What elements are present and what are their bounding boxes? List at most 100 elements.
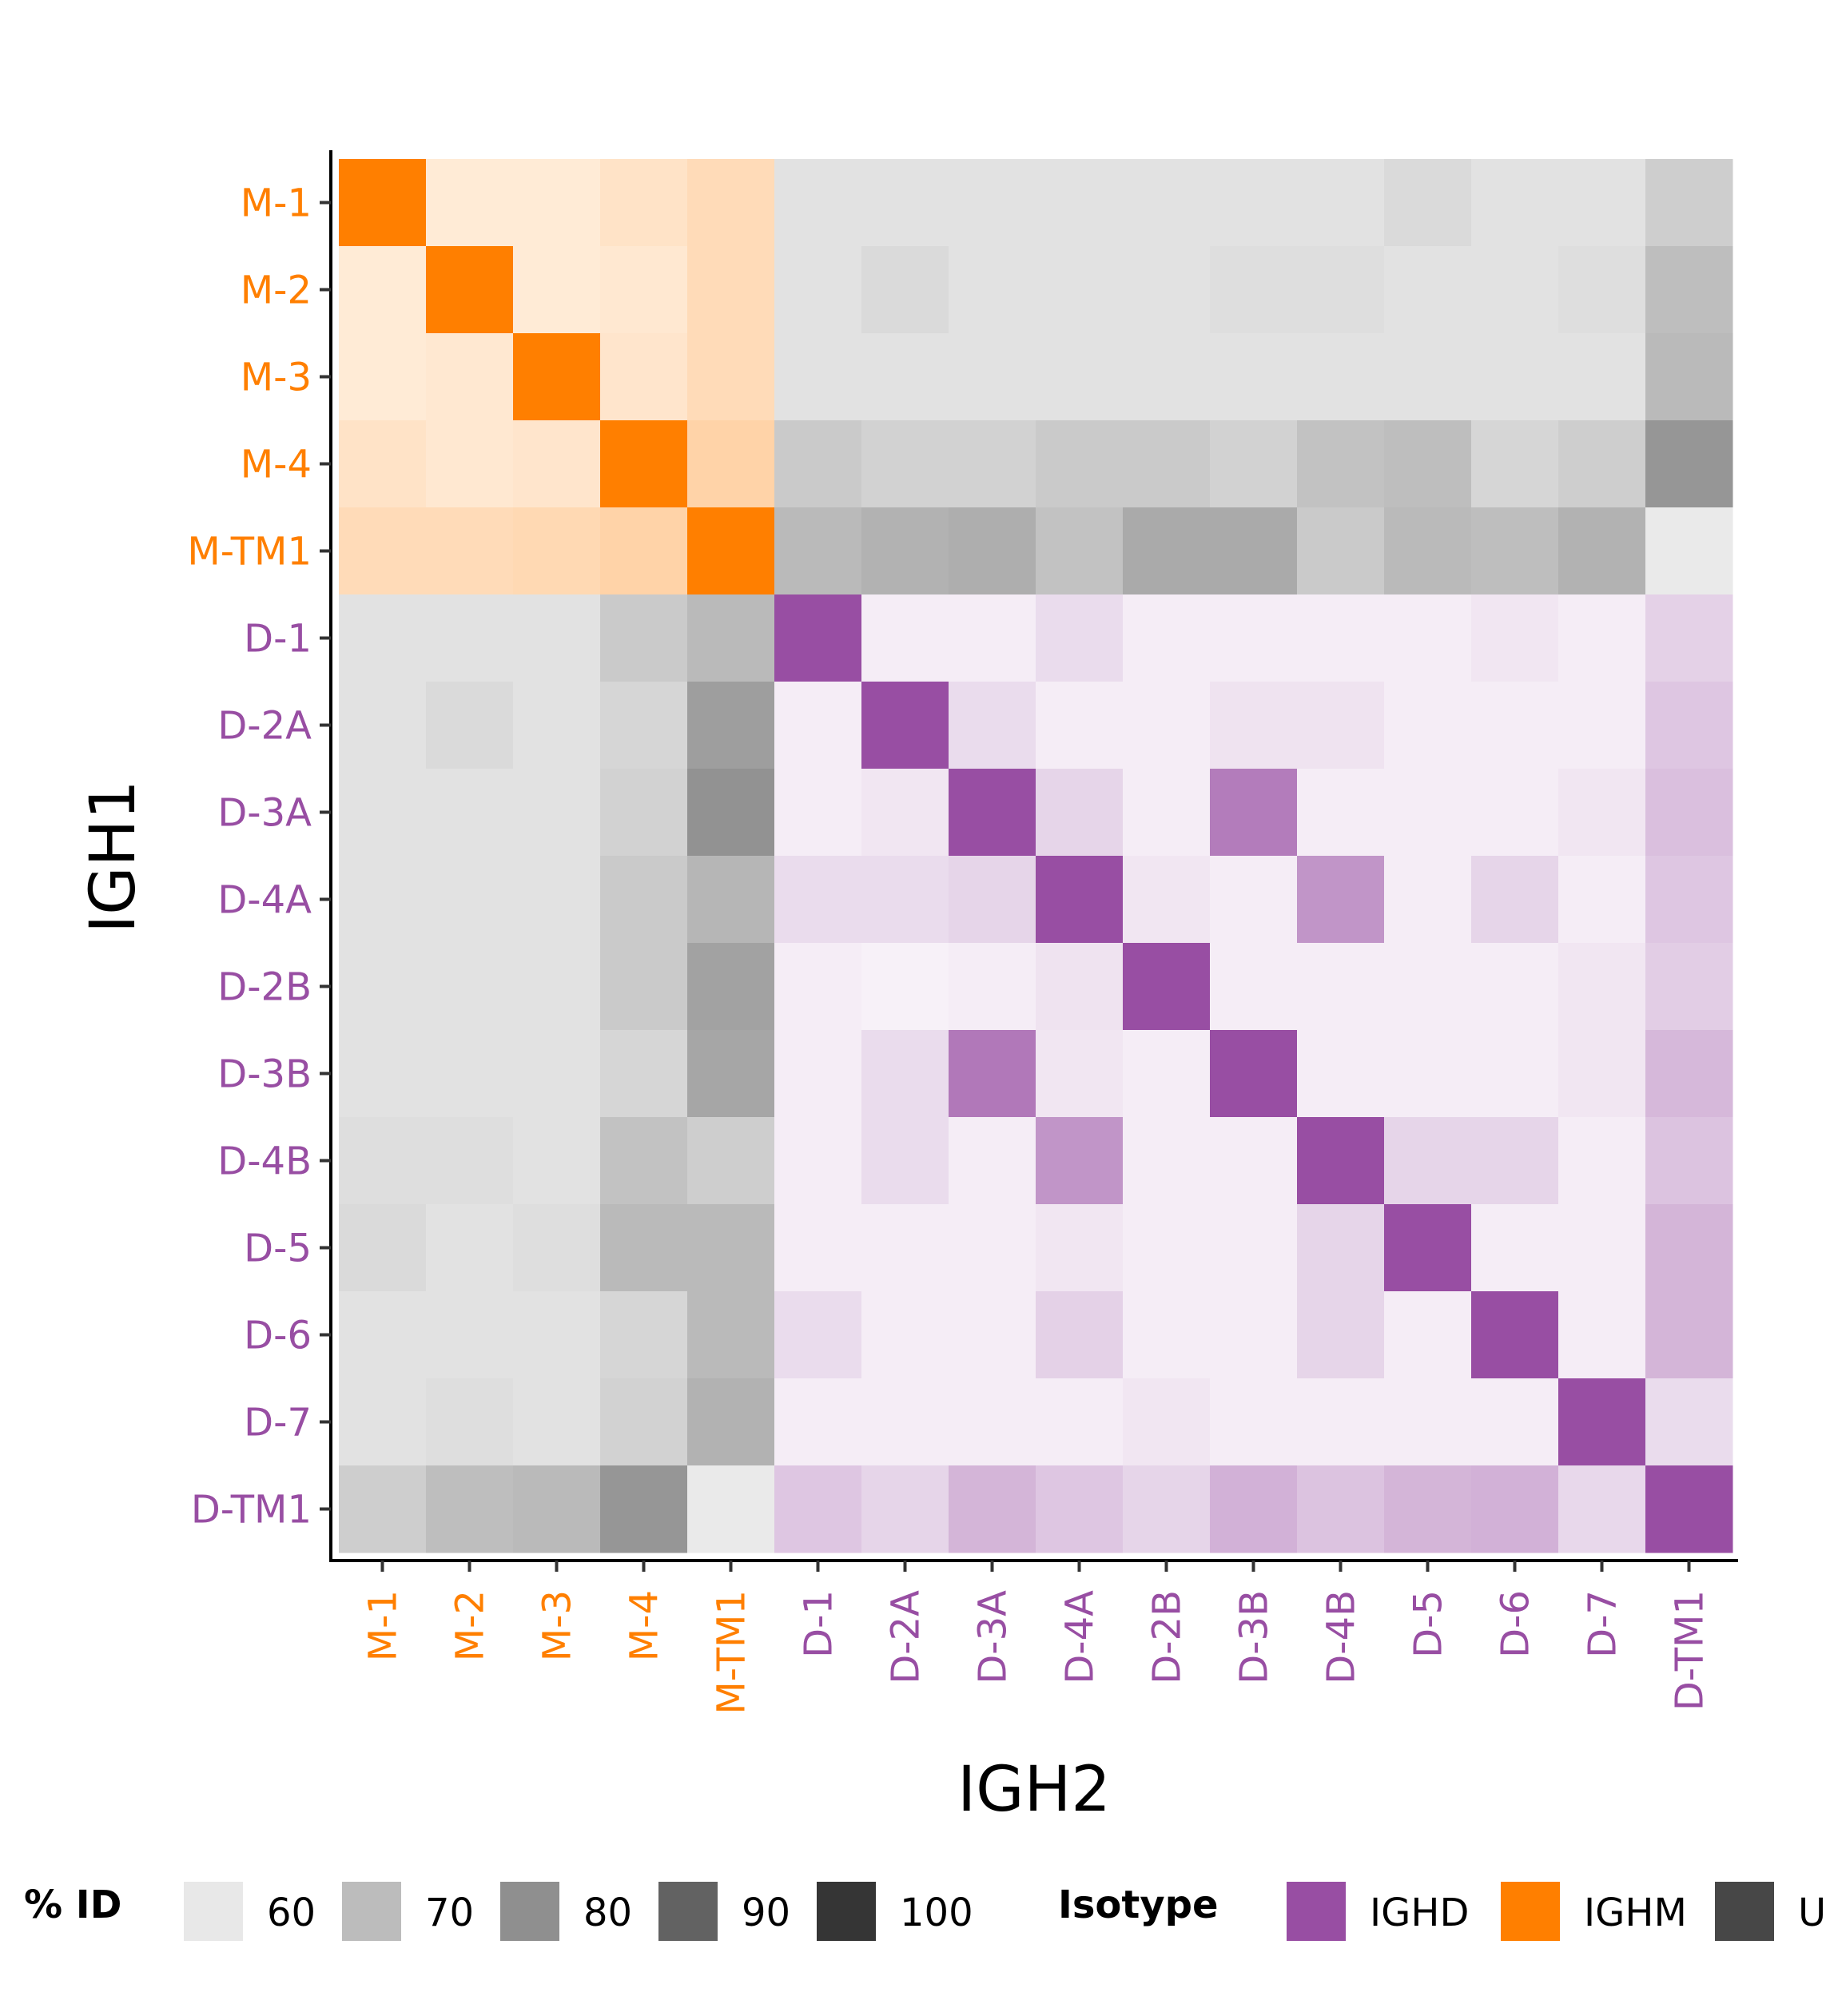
heatmap-cell-M-1-D-6: [1471, 159, 1559, 247]
heatmap-cell-D-1-D-TM1: [1645, 594, 1733, 682]
heatmap-cell-D-2A-D-3B: [1210, 682, 1298, 769]
heatmap-cell-D-3B-D-3B: [1210, 1030, 1298, 1118]
heatmap-cell-D-3A-D-1: [774, 769, 862, 857]
x-tick-label: D-7: [1581, 1590, 1625, 1658]
x-tick-label: D-6: [1494, 1590, 1538, 1658]
heatmap-cell-D-TM1-D-3B: [1210, 1465, 1298, 1553]
heatmap-cell-M-2-D-1: [774, 246, 862, 334]
heatmap-cell-D-2A-D-7: [1558, 682, 1646, 769]
heatmap-cell-D-5-M-3: [513, 1204, 601, 1292]
heatmap-cell-M-3-D-1: [774, 333, 862, 421]
heatmap-cell-M-3-D-4B: [1297, 333, 1385, 421]
heatmap-cell-D-3A-M-2: [426, 769, 514, 857]
heatmap-cell-D-3A-M-1: [339, 769, 427, 857]
heatmap-cell-D-2A-M-TM1: [687, 682, 775, 769]
heatmap-cell-D-2A-D-4B: [1297, 682, 1385, 769]
heatmap-cell-D-6-D-4A: [1036, 1291, 1124, 1379]
heatmap-cell-D-4A-D-2B: [1123, 856, 1211, 944]
heatmap-cell-D-2B-D-3A: [949, 943, 1036, 1031]
heatmap-cell-M-TM1-D-2A: [861, 507, 949, 595]
heatmap-cell-D-3A-M-TM1: [687, 769, 775, 857]
heatmap-cell-M-4-M-3: [513, 420, 601, 508]
heatmap-cell-D-2B-M-3: [513, 943, 601, 1031]
heatmap-cell-D-4B-D-4A: [1036, 1117, 1124, 1205]
heatmap-cell-M-2-M-TM1: [687, 246, 775, 334]
heatmap-cell-D-TM1-D-6: [1471, 1465, 1559, 1553]
heatmap-cell-D-5-M-2: [426, 1204, 514, 1292]
heatmap-cell-D-4A-M-TM1: [687, 856, 775, 944]
heatmap-cell-M-TM1-D-3A: [949, 507, 1036, 595]
heatmap-cell-D-4B-D-2A: [861, 1117, 949, 1205]
heatmap-cell-D-TM1-D-2B: [1123, 1465, 1211, 1553]
y-tick-label: D-4B: [217, 1139, 312, 1184]
heatmap-cell-D-5-D-3B: [1210, 1204, 1298, 1292]
heatmap-cell-M-1-D-7: [1558, 159, 1646, 247]
heatmap-cell-D-4B-M-3: [513, 1117, 601, 1205]
heatmap-cell-M-2-D-4A: [1036, 246, 1124, 334]
legend-percent-identity-key: [342, 1882, 401, 1941]
heatmap-cell-M-TM1-D-TM1: [1645, 507, 1733, 595]
heatmap-cell-D-6-D-TM1: [1645, 1291, 1733, 1379]
heatmap-cell-M-2-D-2A: [861, 246, 949, 334]
heatmap-cell-D-4A-D-7: [1558, 856, 1646, 944]
heatmap-cell-D-TM1-D-3A: [949, 1465, 1036, 1553]
heatmap-cell-D-4A-D-4B: [1297, 856, 1385, 944]
heatmap-cell-D-3B-D-2B: [1123, 1030, 1211, 1118]
heatmap-cell-D-TM1-D-4A: [1036, 1465, 1124, 1553]
heatmap-cell-D-7-M-4: [600, 1378, 688, 1466]
heatmap-cell-M-2-D-2B: [1123, 246, 1211, 334]
heatmap-cell-D-3B-D-6: [1471, 1030, 1559, 1118]
heatmap-cell-D-2A-M-2: [426, 682, 514, 769]
heatmap-cell-D-2A-D-TM1: [1645, 682, 1733, 769]
heatmap-cell-D-4A-D-3A: [949, 856, 1036, 944]
legend-percent-identity-label: 100: [900, 1891, 973, 1935]
heatmap-cell-D-1-D-3B: [1210, 594, 1298, 682]
heatmap-cell-D-6-D-3B: [1210, 1291, 1298, 1379]
x-tick-label: M-3: [535, 1590, 580, 1661]
heatmap-cell-M-4-D-3B: [1210, 420, 1298, 508]
heatmap-cell-D-6-D-2B: [1123, 1291, 1211, 1379]
x-tick-label: D-3B: [1232, 1590, 1277, 1684]
heatmap-cell-M-1-D-4B: [1297, 159, 1385, 247]
heatmap-cell-M-TM1-D-6: [1471, 507, 1559, 595]
heatmap-cell-D-TM1-M-3: [513, 1465, 601, 1553]
heatmap-cell-D-TM1-D-TM1: [1645, 1465, 1733, 1553]
heatmap-cell-D-1-D-2B: [1123, 594, 1211, 682]
legend-isotype-key: [1501, 1882, 1560, 1941]
heatmap-cell-M-4-D-5: [1384, 420, 1472, 508]
legend-isotype-label: U: [1798, 1891, 1826, 1935]
heatmap-cell-D-3B-M-2: [426, 1030, 514, 1118]
heatmap-cell-D-5-D-2B: [1123, 1204, 1211, 1292]
heatmap-cell-D-TM1-D-5: [1384, 1465, 1472, 1553]
heatmap-cell-M-3-M-TM1: [687, 333, 775, 421]
heatmap-cell-D-3B-M-3: [513, 1030, 601, 1118]
heatmap-cell-D-2B-D-4B: [1297, 943, 1385, 1031]
heatmap-cell-D-2A-M-1: [339, 682, 427, 769]
y-tick-label: D-2A: [217, 704, 312, 749]
x-tick-label: M-2: [448, 1590, 493, 1661]
y-tick-label: D-1: [244, 617, 312, 662]
heatmap-cell-M-TM1-D-5: [1384, 507, 1472, 595]
heatmap-cell-M-4-M-2: [426, 420, 514, 508]
heatmap-cell-D-6-M-2: [426, 1291, 514, 1379]
heatmap-cell-D-4B-D-5: [1384, 1117, 1472, 1205]
heatmap-cell-D-2A-M-4: [600, 682, 688, 769]
heatmap-cell-D-3A-D-5: [1384, 769, 1472, 857]
heatmap-cell-D-3A-M-4: [600, 769, 688, 857]
heatmap-cell-D-3A-D-4A: [1036, 769, 1124, 857]
heatmap-cell-D-4B-D-1: [774, 1117, 862, 1205]
y-axis-ticks: M-1 M-2 M-3 M-4 M-TM1 D-1 D-2A D-3A D-4A D-2B D-3B…: [187, 181, 331, 1533]
heatmap-cell-M-2-M-2: [426, 246, 514, 334]
heatmap-cell-M-4-D-2B: [1123, 420, 1211, 508]
heatmap-cell-D-7-D-5: [1384, 1378, 1472, 1466]
heatmap-cell-D-5-D-6: [1471, 1204, 1559, 1292]
heatmap-cell-D-3A-D-6: [1471, 769, 1559, 857]
x-tick-label: D-4A: [1058, 1590, 1103, 1684]
heatmap-cell-D-3B-D-4B: [1297, 1030, 1385, 1118]
x-axis-title: IGH2: [957, 1754, 1111, 1826]
legend-percent-identity-key: [184, 1882, 243, 1941]
heatmap-cell-M-1-M-1: [339, 159, 427, 247]
heatmap-cell-D-1-D-6: [1471, 594, 1559, 682]
